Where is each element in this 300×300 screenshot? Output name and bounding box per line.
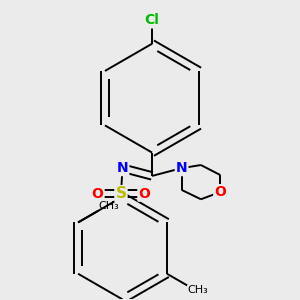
Text: N: N [117, 161, 128, 175]
Text: N: N [176, 161, 188, 175]
Text: O: O [138, 187, 150, 201]
Text: O: O [214, 185, 226, 199]
Text: CH₃: CH₃ [187, 285, 208, 296]
Text: S: S [116, 186, 127, 201]
Text: Cl: Cl [145, 14, 160, 27]
Text: O: O [92, 187, 103, 201]
Text: CH₃: CH₃ [98, 201, 119, 211]
